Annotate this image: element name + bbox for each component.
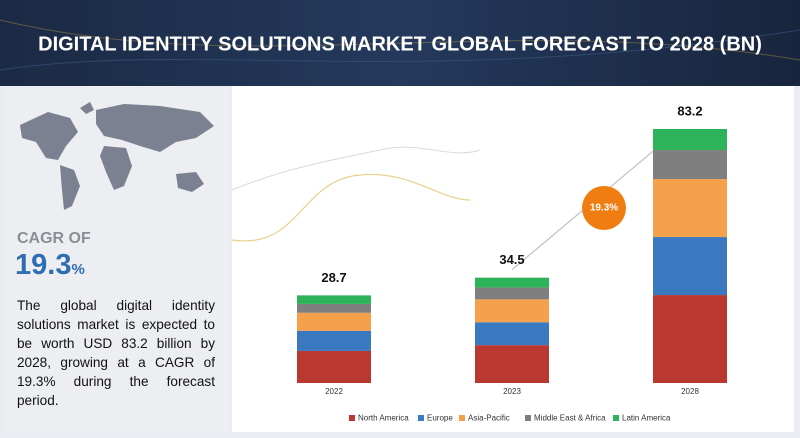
bar-segment: [297, 312, 371, 331]
bar-segment: [475, 299, 549, 323]
bar-segment: [475, 277, 549, 288]
cagr-number: 19.3: [15, 249, 72, 281]
legend-label: North America: [358, 414, 409, 423]
total-label: 83.2: [677, 103, 702, 118]
total-label: 34.5: [499, 252, 524, 267]
cagr-bubble-label: 19.3%: [590, 203, 618, 214]
bar-segment: [297, 303, 371, 313]
cagr-unit: %: [71, 261, 85, 278]
world-map: [20, 102, 214, 210]
bar-segment: [297, 295, 371, 304]
legend-label: Europe: [427, 414, 453, 423]
bar-segment: [297, 350, 371, 383]
x-tick-label: 2022: [325, 387, 343, 396]
header: [0, 0, 800, 86]
legend-label: Asia-Pacific: [468, 414, 510, 423]
x-tick-label: 2023: [503, 387, 521, 396]
decor: [231, 146, 481, 191]
bar-segment: [475, 287, 549, 300]
decor: [0, 19, 800, 61]
legend-label: Latin America: [622, 414, 671, 423]
cagr-value: 19.3%: [15, 249, 85, 282]
description: The global digital identity solutions ma…: [17, 298, 215, 408]
x-tick-label: 2028: [681, 387, 699, 396]
bar-segment: [475, 322, 549, 346]
total-label: 28.7: [321, 270, 346, 285]
legend-swatch: [418, 415, 424, 421]
bar-segment: [475, 345, 549, 383]
legend-swatch: [525, 415, 531, 421]
bar-segment: [653, 295, 727, 383]
cagr-label: CAGR OF: [17, 230, 91, 247]
chart-title: DIGITAL IDENTITY SOLUTIONS MARKET GLOBAL…: [38, 33, 762, 55]
legend-swatch: [349, 415, 355, 421]
legend-swatch: [459, 415, 465, 421]
legend-label: Middle East & Africa: [534, 414, 606, 423]
decor: [231, 173, 471, 242]
decor: [0, 29, 800, 71]
bar-segment: [653, 150, 727, 180]
bar-segment: [297, 330, 371, 351]
legend-swatch: [613, 415, 619, 421]
cagr-bubble: [582, 186, 626, 230]
bar-segment: [653, 237, 727, 296]
bar-segment: [653, 179, 727, 238]
bar-segment: [653, 128, 727, 151]
